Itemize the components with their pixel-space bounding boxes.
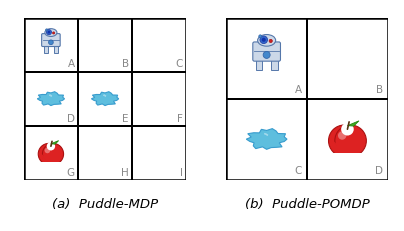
Ellipse shape [258, 35, 276, 47]
Text: (b)  Puddle-POMDP: (b) Puddle-POMDP [245, 197, 369, 210]
Circle shape [46, 30, 51, 36]
Polygon shape [347, 121, 359, 127]
Circle shape [46, 30, 48, 32]
Text: G: G [67, 167, 75, 177]
Bar [54, 45, 58, 53]
Text: B: B [122, 59, 129, 69]
Circle shape [335, 125, 366, 157]
Polygon shape [246, 129, 287, 150]
Text: D: D [375, 165, 383, 175]
Text: (a)  Puddle-MDP: (a) Puddle-MDP [52, 197, 158, 210]
Bar [44, 45, 48, 53]
Polygon shape [37, 92, 65, 106]
Polygon shape [41, 154, 61, 164]
Circle shape [259, 36, 262, 39]
Circle shape [328, 125, 360, 157]
Polygon shape [91, 92, 119, 106]
Circle shape [48, 41, 53, 46]
Text: A: A [295, 85, 302, 94]
FancyBboxPatch shape [42, 34, 60, 47]
Text: C: C [176, 59, 183, 69]
Circle shape [341, 123, 354, 136]
Circle shape [44, 148, 50, 154]
Ellipse shape [45, 30, 57, 37]
Bar [38, 163, 63, 170]
Text: E: E [122, 113, 129, 123]
Polygon shape [103, 96, 106, 97]
Text: A: A [67, 59, 75, 69]
Circle shape [262, 39, 266, 43]
Polygon shape [264, 134, 268, 136]
Circle shape [269, 40, 272, 43]
Bar [256, 59, 262, 71]
Polygon shape [51, 141, 59, 145]
Bar [271, 59, 278, 71]
Text: D: D [67, 113, 75, 123]
Circle shape [260, 37, 267, 44]
Circle shape [47, 142, 55, 151]
Bar [328, 154, 366, 164]
Text: I: I [180, 167, 183, 177]
Circle shape [38, 144, 59, 165]
Polygon shape [332, 141, 362, 156]
Polygon shape [49, 96, 52, 97]
Circle shape [53, 33, 55, 35]
Text: B: B [376, 85, 383, 94]
Text: C: C [295, 165, 302, 175]
Text: H: H [121, 167, 129, 177]
Circle shape [263, 52, 270, 59]
Text: F: F [177, 113, 183, 123]
Circle shape [338, 132, 346, 140]
Circle shape [48, 32, 50, 34]
Circle shape [42, 144, 63, 165]
FancyBboxPatch shape [253, 43, 280, 62]
